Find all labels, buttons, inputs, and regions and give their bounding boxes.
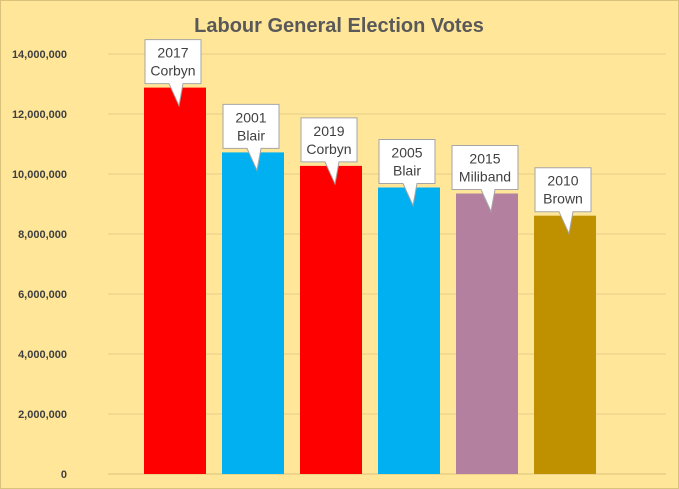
bar-2017 — [144, 87, 206, 474]
y-tick-label: 10,000,000 — [12, 169, 67, 181]
callout-2019: 2019 Corbyn — [300, 117, 358, 186]
callout-leader: Miliband — [459, 169, 511, 185]
callout-leader: Blair — [237, 127, 265, 143]
y-tick-label: 6,000,000 — [18, 289, 67, 301]
bars — [144, 87, 596, 474]
callout-2005: 2005 Blair — [378, 139, 436, 208]
bar-2015 — [456, 193, 518, 474]
y-tick-label: 0 — [61, 469, 67, 481]
callout-year: 2019 — [313, 123, 344, 139]
callout-box — [222, 103, 280, 173]
callout-leader: Brown — [543, 191, 583, 207]
callout-year: 2015 — [469, 151, 500, 167]
callout-year: 2017 — [157, 45, 188, 61]
callout-leader: Blair — [393, 163, 421, 179]
callout-leader: Corbyn — [306, 141, 351, 157]
callout-leader: Corbyn — [150, 63, 195, 79]
y-tick-label: 14,000,000 — [12, 49, 67, 61]
callout-2015: 2015 Miliband — [451, 145, 519, 214]
callout-2017: 2017 Corbyn — [144, 39, 202, 108]
bar-2001 — [222, 152, 284, 474]
callout-box — [300, 117, 358, 186]
y-tick-label: 4,000,000 — [18, 349, 67, 361]
callout-box — [534, 167, 592, 236]
bar-2019 — [300, 165, 362, 474]
chart-title: Labour General Election Votes — [194, 15, 484, 37]
bar-2005 — [378, 187, 440, 474]
callout-box — [378, 139, 436, 208]
y-tick-label: 12,000,000 — [12, 109, 67, 121]
y-tick-label: 2,000,000 — [18, 409, 67, 421]
callout-year: 2010 — [547, 173, 578, 189]
y-tick-label: 8,000,000 — [18, 229, 67, 241]
callout-2001: 2001 Blair — [222, 103, 280, 173]
y-axis-ticks: 0 2,000,000 4,000,000 6,000,000 8,000,000 10,… — [12, 49, 67, 481]
callout-box — [451, 145, 519, 214]
callout-box — [144, 39, 202, 108]
callout-year: 2001 — [235, 109, 266, 125]
callout-year: 2005 — [391, 145, 422, 161]
callout-2010: 2010 Brown — [534, 167, 592, 236]
bar-2010 — [534, 215, 596, 474]
